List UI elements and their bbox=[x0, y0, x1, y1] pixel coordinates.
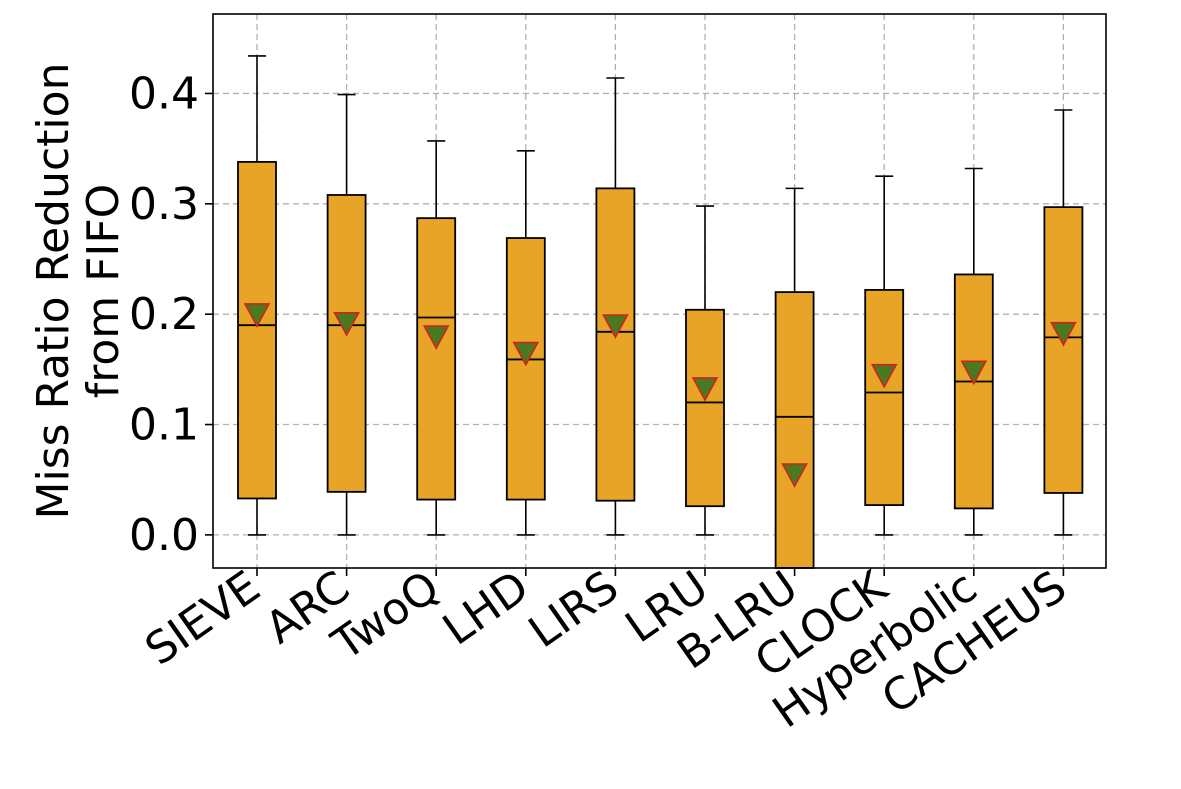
x-tick-label: LIRS bbox=[520, 561, 628, 658]
y-tick-label: 0.1 bbox=[129, 400, 199, 451]
iqr-box bbox=[595, 187, 636, 502]
box-group-cacheus bbox=[1043, 109, 1084, 536]
box-group-b-lru bbox=[774, 187, 815, 569]
y-axis-label-line-1: Miss Ratio Reduction bbox=[28, 63, 79, 520]
iqr-box bbox=[864, 288, 905, 506]
iqr-box bbox=[416, 217, 457, 501]
x-tick-label: LHD bbox=[434, 561, 538, 655]
mean-marker bbox=[691, 377, 719, 402]
mean-marker bbox=[333, 312, 360, 337]
y-axis-label-line-2: from FIFO bbox=[78, 184, 129, 399]
box-group-arc bbox=[326, 93, 367, 536]
y-tick-label: 0.3 bbox=[129, 179, 199, 230]
mean-marker bbox=[1050, 321, 1077, 347]
box-group-lru bbox=[685, 205, 725, 536]
iqr-box bbox=[326, 194, 367, 493]
iqr-box bbox=[774, 291, 815, 569]
box-group-sieve bbox=[237, 55, 277, 536]
iqr-box bbox=[505, 237, 546, 501]
iqr-box bbox=[237, 160, 277, 500]
y-tick-label: 0.0 bbox=[129, 510, 199, 561]
iqr-box bbox=[953, 273, 994, 510]
x-tick-label: SIEVE bbox=[136, 561, 269, 675]
y-tick-label: 0.2 bbox=[129, 289, 199, 340]
mean-marker bbox=[870, 363, 898, 389]
mean-marker bbox=[422, 325, 450, 350]
box-group-lhd bbox=[505, 150, 546, 536]
mean-marker bbox=[960, 360, 988, 386]
plot-area-frame bbox=[212, 13, 1107, 569]
box-group-twoq bbox=[416, 140, 457, 536]
mean-marker bbox=[602, 314, 629, 339]
box-group-lirs bbox=[595, 77, 636, 536]
iqr-box bbox=[685, 308, 725, 508]
y-tick-label: 0.4 bbox=[129, 68, 199, 119]
mean-marker bbox=[781, 463, 808, 488]
box-group-clock bbox=[864, 175, 905, 536]
x-tick-label: TwoQ bbox=[322, 561, 448, 671]
mean-marker bbox=[243, 303, 271, 328]
iqr-box bbox=[1043, 206, 1084, 494]
box-plot-series bbox=[237, 55, 1084, 569]
mean-marker bbox=[512, 341, 540, 367]
box-group-hyperbolic bbox=[953, 167, 994, 536]
